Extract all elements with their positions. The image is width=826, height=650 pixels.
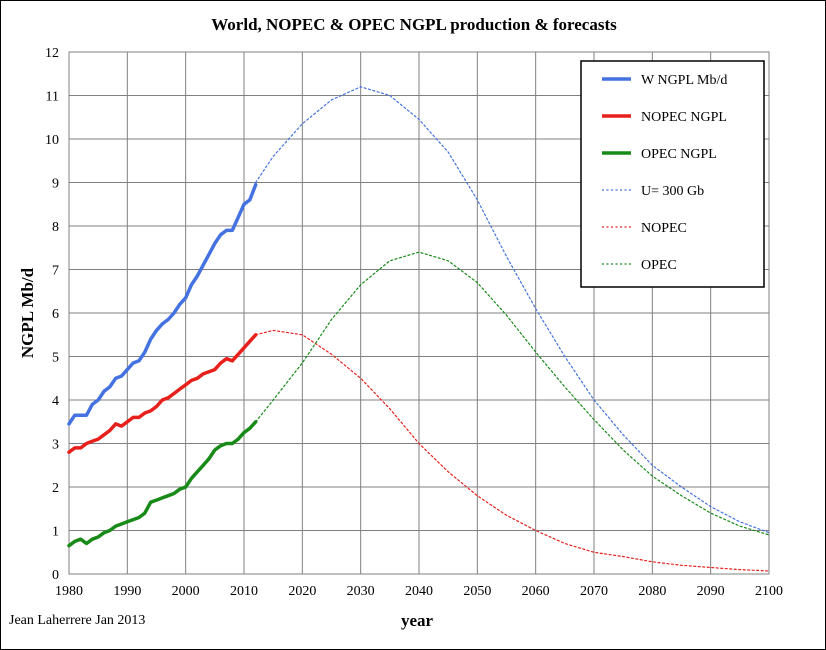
x-tick-label: 2100 [755,584,783,599]
y-tick-label: 12 [45,46,59,61]
y-tick-label: 8 [52,220,59,235]
y-tick-label: 2 [52,481,59,496]
x-tick-label: 2040 [405,584,433,599]
series-lines [67,86,770,572]
x-tick-label: 2000 [172,584,200,599]
series-line-5 [255,251,770,536]
x-axis-title: year [401,611,434,630]
legend-label: NOPEC NGPL [641,110,727,125]
series-line-0 [67,182,258,426]
y-tick-label: 6 [52,307,59,322]
y-tick-label: 1 [52,525,59,540]
x-tick-label: 2050 [463,584,491,599]
legend-label: U= 300 Gb [641,184,704,199]
y-tick-label: 3 [52,438,59,453]
x-tick-label: 2020 [288,584,316,599]
legend-label: OPEC NGPL [641,147,717,162]
x-tick-label: 2070 [580,584,608,599]
series-line-4 [255,329,770,572]
y-tick-label: 9 [52,177,59,192]
x-tick-label: 2060 [522,584,550,599]
legend-label: OPEC [641,258,677,273]
legend-label: NOPEC [641,221,687,236]
x-tick-label: 1980 [55,584,83,599]
y-tick-label: 5 [52,351,59,366]
x-tick-label: 2080 [638,584,666,599]
y-axis-title: NGPL Mb/d [18,267,37,358]
y-tick-label: 0 [52,568,59,583]
legend-label: W NGPL Mb/d [641,73,727,88]
series-line-3 [255,86,770,534]
x-tick-labels: 1980 1990 2000 2010 2020 2030 2040 2050 2060 2070… [55,584,783,599]
y-tick-label: 4 [52,394,59,409]
chart-title: World, NOPEC & OPEC NGPL production & fo… [211,15,617,34]
x-tick-label: 2090 [697,584,725,599]
x-tick-label: 2030 [347,584,375,599]
series-line-2 [67,420,258,548]
legend: W NGPL Mb/d NOPEC NGPL OPEC NGPL U= 300 Gb N… [580,60,765,288]
credit-text: Jean Laherrere Jan 2013 [9,613,146,628]
x-tick-label: 2010 [230,584,258,599]
legend-box [580,60,765,288]
y-tick-label: 10 [45,133,59,148]
y-tick-label: 11 [46,90,59,105]
series-line-1 [67,333,258,454]
x-tick-label: 1990 [113,584,141,599]
y-tick-label: 7 [52,264,59,279]
